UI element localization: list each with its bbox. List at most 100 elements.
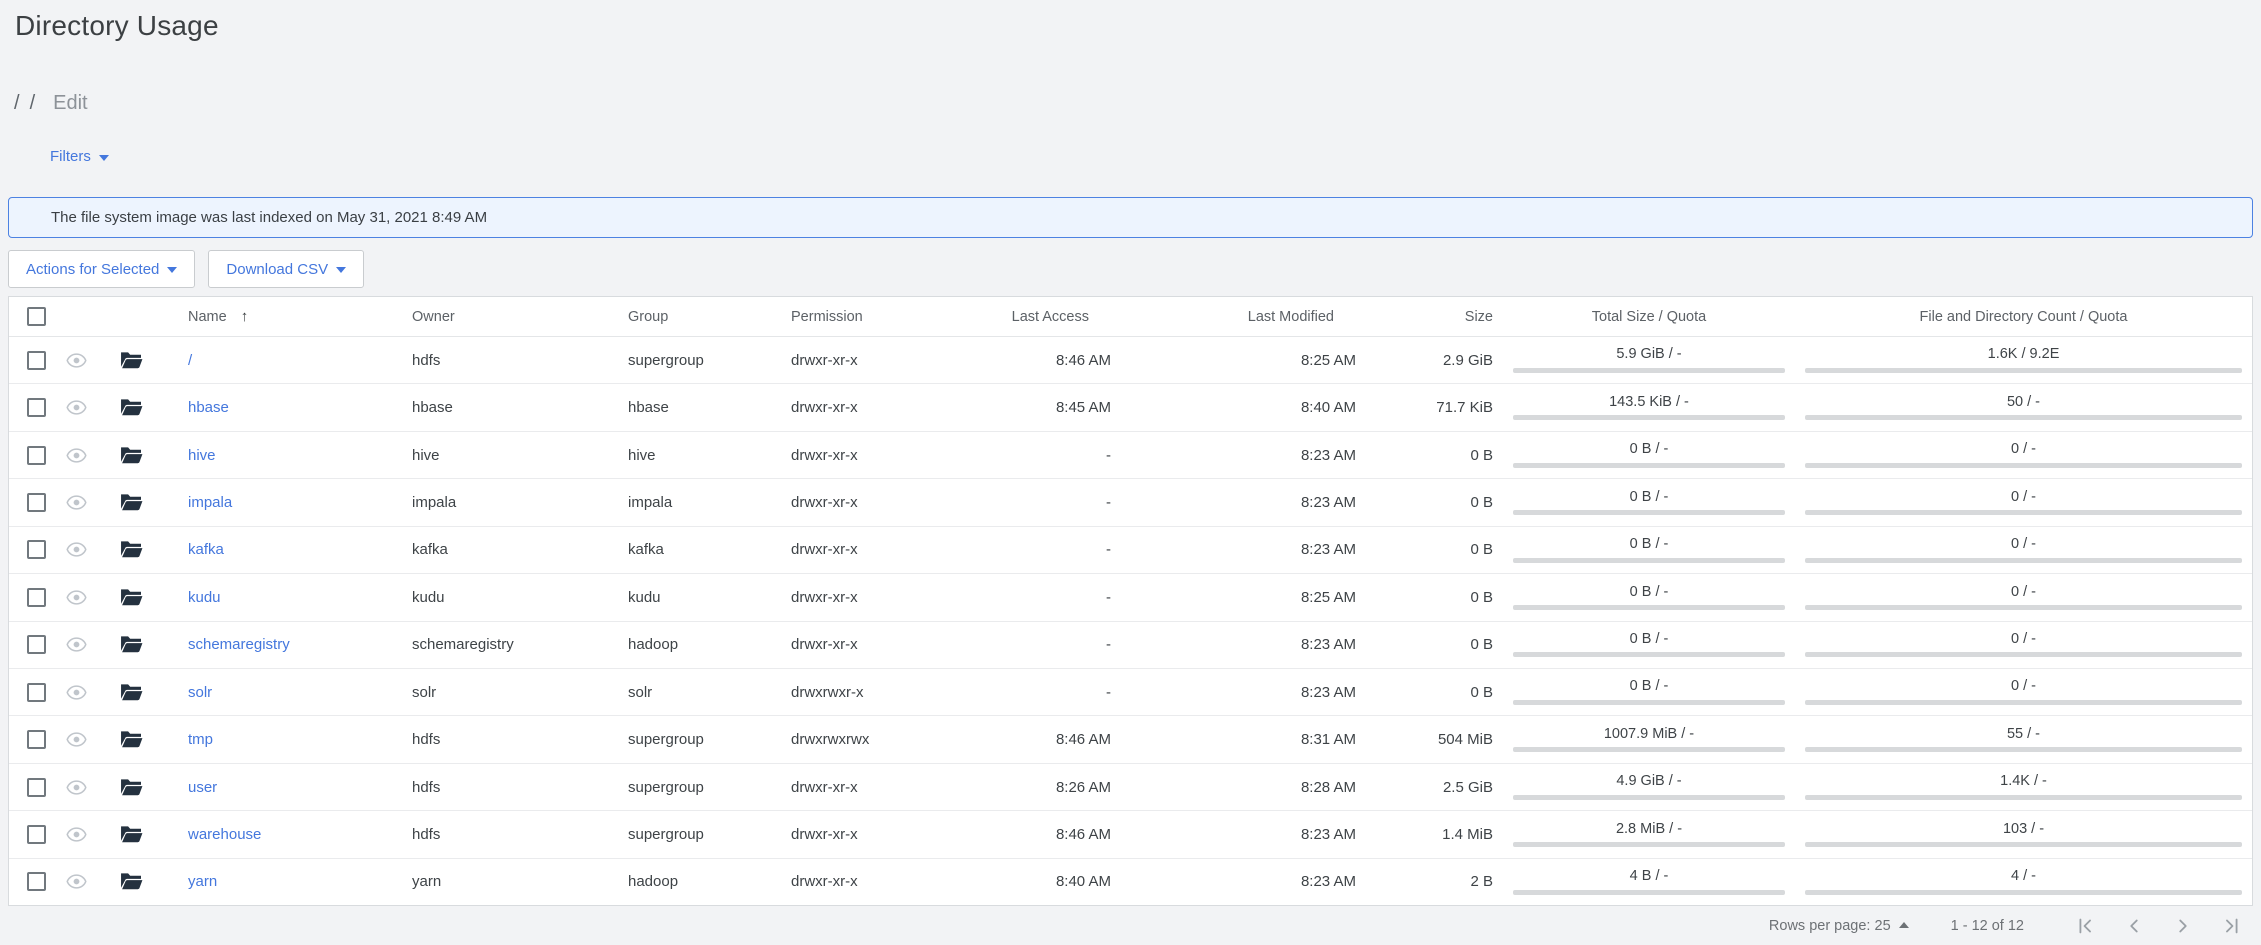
- row-checkbox[interactable]: [27, 446, 46, 465]
- eye-icon[interactable]: [57, 780, 96, 795]
- owner-cell: hdfs: [401, 826, 621, 843]
- directory-name-link[interactable]: yarn: [188, 873, 217, 890]
- table-footer: Rows per page: 25 1 - 12 of 12: [8, 906, 2253, 945]
- permission-cell: drwxrwxrwx: [786, 731, 966, 748]
- directory-name-link[interactable]: kafka: [188, 541, 224, 558]
- eye-icon[interactable]: [57, 542, 96, 557]
- column-header-total-size-quota[interactable]: Total Size / Quota: [1503, 309, 1795, 325]
- pager: [2074, 915, 2243, 937]
- eye-icon[interactable]: [57, 637, 96, 652]
- row-checkbox[interactable]: [27, 588, 46, 607]
- row-checkbox[interactable]: [27, 872, 46, 891]
- size-cell: 2 B: [1366, 873, 1503, 890]
- row-checkbox[interactable]: [27, 778, 46, 797]
- previous-page-icon[interactable]: [2123, 915, 2145, 937]
- last-modified-cell: 8:28 AM: [1121, 779, 1366, 796]
- last-access-cell: 8:26 AM: [966, 779, 1121, 796]
- directory-name-link[interactable]: impala: [188, 494, 232, 511]
- row-checkbox[interactable]: [27, 825, 46, 844]
- table-row: schemaregistry schemaregistry hadoop drw…: [9, 622, 2252, 669]
- column-header-group[interactable]: Group: [621, 309, 786, 325]
- count-quota-cell: 0 / -: [1795, 537, 2252, 563]
- row-checkbox[interactable]: [27, 493, 46, 512]
- quota-bar: [1513, 463, 1785, 468]
- directory-name-link[interactable]: tmp: [188, 731, 213, 748]
- download-csv-label: Download CSV: [226, 261, 328, 278]
- permission-cell: drwxrwxr-x: [786, 684, 966, 701]
- size-cell: 0 B: [1366, 589, 1503, 606]
- caret-down-icon: [99, 155, 109, 161]
- quota-bar: [1513, 747, 1785, 752]
- row-checkbox[interactable]: [27, 540, 46, 559]
- column-header-last-access[interactable]: Last Access: [966, 309, 1121, 325]
- last-access-cell: -: [966, 541, 1121, 558]
- next-page-icon[interactable]: [2172, 915, 2194, 937]
- table-row: solr solr solr drwxrwxr-x - 8:23 AM 0 B …: [9, 669, 2252, 716]
- directory-name-link[interactable]: user: [188, 779, 217, 796]
- breadcrumb-current[interactable]: Edit: [53, 92, 87, 115]
- column-header-owner[interactable]: Owner: [401, 309, 621, 325]
- directory-name-link[interactable]: hive: [188, 447, 216, 464]
- directory-name-link[interactable]: warehouse: [188, 826, 261, 843]
- eye-icon[interactable]: [57, 874, 96, 889]
- eye-icon[interactable]: [57, 448, 96, 463]
- column-header-permission[interactable]: Permission: [786, 309, 966, 325]
- column-header-count-quota[interactable]: File and Directory Count / Quota: [1795, 309, 2252, 325]
- sort-ascending-icon: ↑: [241, 308, 249, 325]
- quota-bar: [1805, 463, 2242, 468]
- caret-down-icon: [336, 267, 346, 273]
- directory-name-link[interactable]: /: [188, 352, 192, 369]
- row-checkbox[interactable]: [27, 730, 46, 749]
- actions-for-selected-button[interactable]: Actions for Selected: [8, 250, 195, 288]
- quota-bar: [1513, 368, 1785, 373]
- group-cell: solr: [621, 684, 786, 701]
- last-modified-cell: 8:23 AM: [1121, 447, 1366, 464]
- count-quota-cell: 0 / -: [1795, 490, 2252, 516]
- row-checkbox[interactable]: [27, 683, 46, 702]
- breadcrumb-root[interactable]: /: [14, 92, 20, 115]
- table-row: kafka kafka kafka drwxr-xr-x - 8:23 AM 0…: [9, 527, 2252, 574]
- eye-icon[interactable]: [57, 495, 96, 510]
- download-csv-button[interactable]: Download CSV: [208, 250, 364, 288]
- column-header-size[interactable]: Size: [1366, 309, 1503, 325]
- folder-open-icon: [96, 872, 166, 891]
- eye-icon[interactable]: [57, 590, 96, 605]
- folder-open-icon: [96, 446, 166, 465]
- row-checkbox[interactable]: [27, 635, 46, 654]
- directory-name-link[interactable]: kudu: [188, 589, 221, 606]
- rows-per-page-label: Rows per page:: [1769, 918, 1871, 934]
- eye-icon[interactable]: [57, 685, 96, 700]
- fsimage-info-banner: The file system image was last indexed o…: [8, 197, 2253, 238]
- select-all-checkbox[interactable]: [27, 307, 46, 326]
- column-header-name[interactable]: Name↑: [166, 308, 401, 325]
- folder-open-icon: [96, 493, 166, 512]
- size-cell: 0 B: [1366, 541, 1503, 558]
- eye-icon[interactable]: [57, 732, 96, 747]
- column-header-last-modified[interactable]: Last Modified: [1121, 309, 1366, 325]
- folder-open-icon: [96, 778, 166, 797]
- last-modified-cell: 8:23 AM: [1121, 684, 1366, 701]
- row-checkbox[interactable]: [27, 398, 46, 417]
- rows-per-page-selector[interactable]: Rows per page: 25: [1769, 918, 1909, 934]
- quota-bar: [1805, 510, 2242, 515]
- first-page-icon[interactable]: [2074, 915, 2096, 937]
- eye-icon[interactable]: [57, 400, 96, 415]
- owner-cell: hbase: [401, 399, 621, 416]
- row-checkbox[interactable]: [27, 351, 46, 370]
- directory-name-link[interactable]: schemaregistry: [188, 636, 290, 653]
- directory-name-link[interactable]: hbase: [188, 399, 229, 416]
- permission-cell: drwxr-xr-x: [786, 541, 966, 558]
- last-modified-cell: 8:25 AM: [1121, 589, 1366, 606]
- eye-icon[interactable]: [57, 827, 96, 842]
- last-page-icon[interactable]: [2221, 915, 2243, 937]
- count-quota-cell: 0 / -: [1795, 679, 2252, 705]
- quota-bar: [1513, 510, 1785, 515]
- eye-icon[interactable]: [57, 353, 96, 368]
- folder-open-icon: [96, 730, 166, 749]
- owner-cell: kudu: [401, 589, 621, 606]
- page-title: Directory Usage: [15, 10, 219, 42]
- pagination-range: 1 - 12 of 12: [1951, 918, 2024, 934]
- group-cell: hadoop: [621, 873, 786, 890]
- directory-name-link[interactable]: solr: [188, 684, 212, 701]
- filters-toggle[interactable]: Filters: [50, 148, 109, 165]
